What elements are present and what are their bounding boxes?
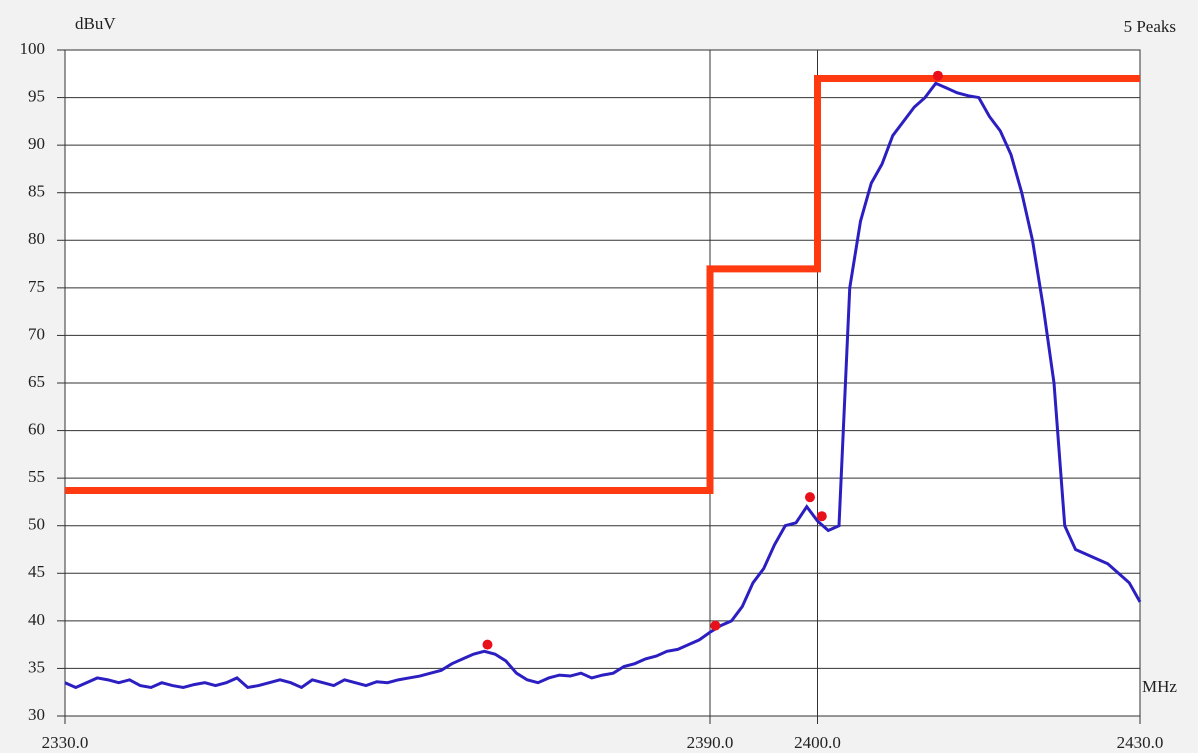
trace-line — [64, 81, 1142, 690]
y-tick-label: 70 — [28, 324, 45, 343]
limit-line — [65, 75, 1140, 495]
y-tick-label: 95 — [28, 86, 45, 105]
peak-marker — [932, 70, 943, 81]
x-axis-label: MHz — [1142, 677, 1177, 696]
y-tick-label: 35 — [28, 657, 45, 676]
x-tick-label: 2330.0 — [42, 733, 89, 752]
peak-marker — [816, 511, 827, 522]
y-tick-label: 85 — [28, 182, 45, 201]
peak-marker — [710, 620, 721, 631]
y-tick-label: 60 — [28, 419, 45, 438]
peak-marker — [804, 492, 815, 503]
y-tick-label: 90 — [28, 134, 45, 153]
y-tick-label: 75 — [28, 277, 45, 296]
y-axis-label: dBuV — [75, 14, 116, 33]
peak-marker — [482, 639, 493, 650]
y-tick-label: 45 — [28, 562, 45, 581]
x-tick-label: 2390.0 — [687, 733, 734, 752]
x-tick-label: 2430.0 — [1117, 733, 1164, 752]
x-tick-label: 2400.0 — [794, 733, 841, 752]
y-tick-label: 50 — [28, 515, 45, 534]
peaks-label: 5 Peaks — [1124, 17, 1176, 36]
plot-border — [64, 49, 1141, 717]
y-tick-label: 100 — [20, 39, 46, 58]
y-tick-label: 80 — [28, 229, 45, 248]
y-tick-label: 65 — [28, 372, 45, 391]
y-tick-label: 55 — [28, 467, 45, 486]
y-tick-label: 40 — [28, 610, 45, 629]
y-tick-label: 30 — [28, 705, 45, 724]
